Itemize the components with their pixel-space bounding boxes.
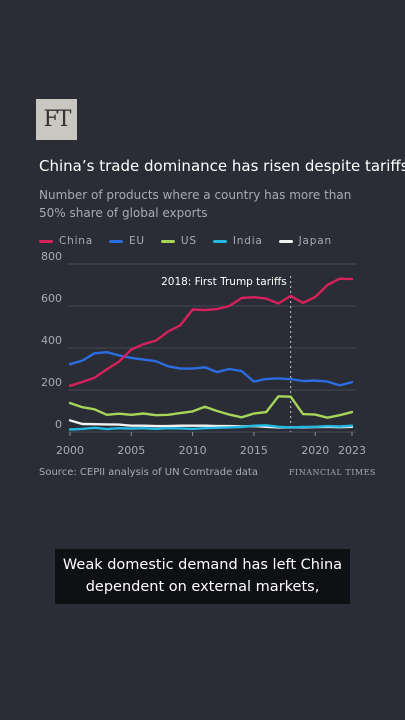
series-line-india (68, 424, 354, 431)
x-tick-label: 2010 (179, 444, 207, 457)
legend-swatch-us (160, 239, 175, 243)
x-tick-label: 2000 (56, 444, 84, 457)
chart-subtitle: Number of products where a country has m… (39, 188, 352, 220)
legend-item-us: US (160, 235, 197, 247)
video-caption: Weak domestic demand has left China depe… (55, 549, 350, 604)
chart-legend: China EU US India Japan (39, 235, 332, 247)
y-tick-label: 400 (41, 334, 62, 347)
legend-label-india: India (232, 235, 263, 247)
ft-logo: FT (36, 99, 77, 140)
chart-title: China’s trade dominance has risen despit… (39, 157, 405, 175)
legend-swatch-india (212, 239, 227, 243)
brand-wordmark: FINANCIAL TIMES (289, 468, 376, 477)
x-tick-label: 2005 (117, 444, 145, 457)
ft-logo-text: FT (43, 107, 72, 132)
legend-label-china: China (59, 235, 93, 247)
legend-label-us: US (180, 235, 197, 247)
x-tick-label: 2020 (301, 444, 329, 457)
legend-swatch-china (39, 239, 53, 243)
legend-item-japan: Japan (278, 235, 332, 247)
source-note: Source: CEPII analysis of UN Comtrade da… (39, 467, 258, 478)
legend-item-india: India (212, 235, 263, 247)
x-tick-label: 2023 (338, 444, 366, 457)
y-tick-label: 200 (41, 376, 62, 389)
legend-label-japan: Japan (298, 235, 332, 247)
annotation-label: 2018: First Trump tariffs (161, 276, 287, 288)
y-tick-label: 0 (55, 418, 62, 431)
series-line-china (68, 277, 354, 387)
legend-swatch-eu (109, 239, 123, 243)
y-tick-label: 800 (41, 250, 62, 263)
y-tick-label: 600 (41, 292, 62, 305)
legend-item-china: China (39, 235, 93, 247)
series-line-eu (68, 351, 354, 387)
legend-label-eu: EU (129, 235, 145, 247)
x-tick-label: 2015 (240, 444, 268, 457)
legend-item-eu: EU (109, 235, 145, 247)
series-line-us (68, 395, 354, 419)
legend-swatch-japan (278, 239, 293, 243)
